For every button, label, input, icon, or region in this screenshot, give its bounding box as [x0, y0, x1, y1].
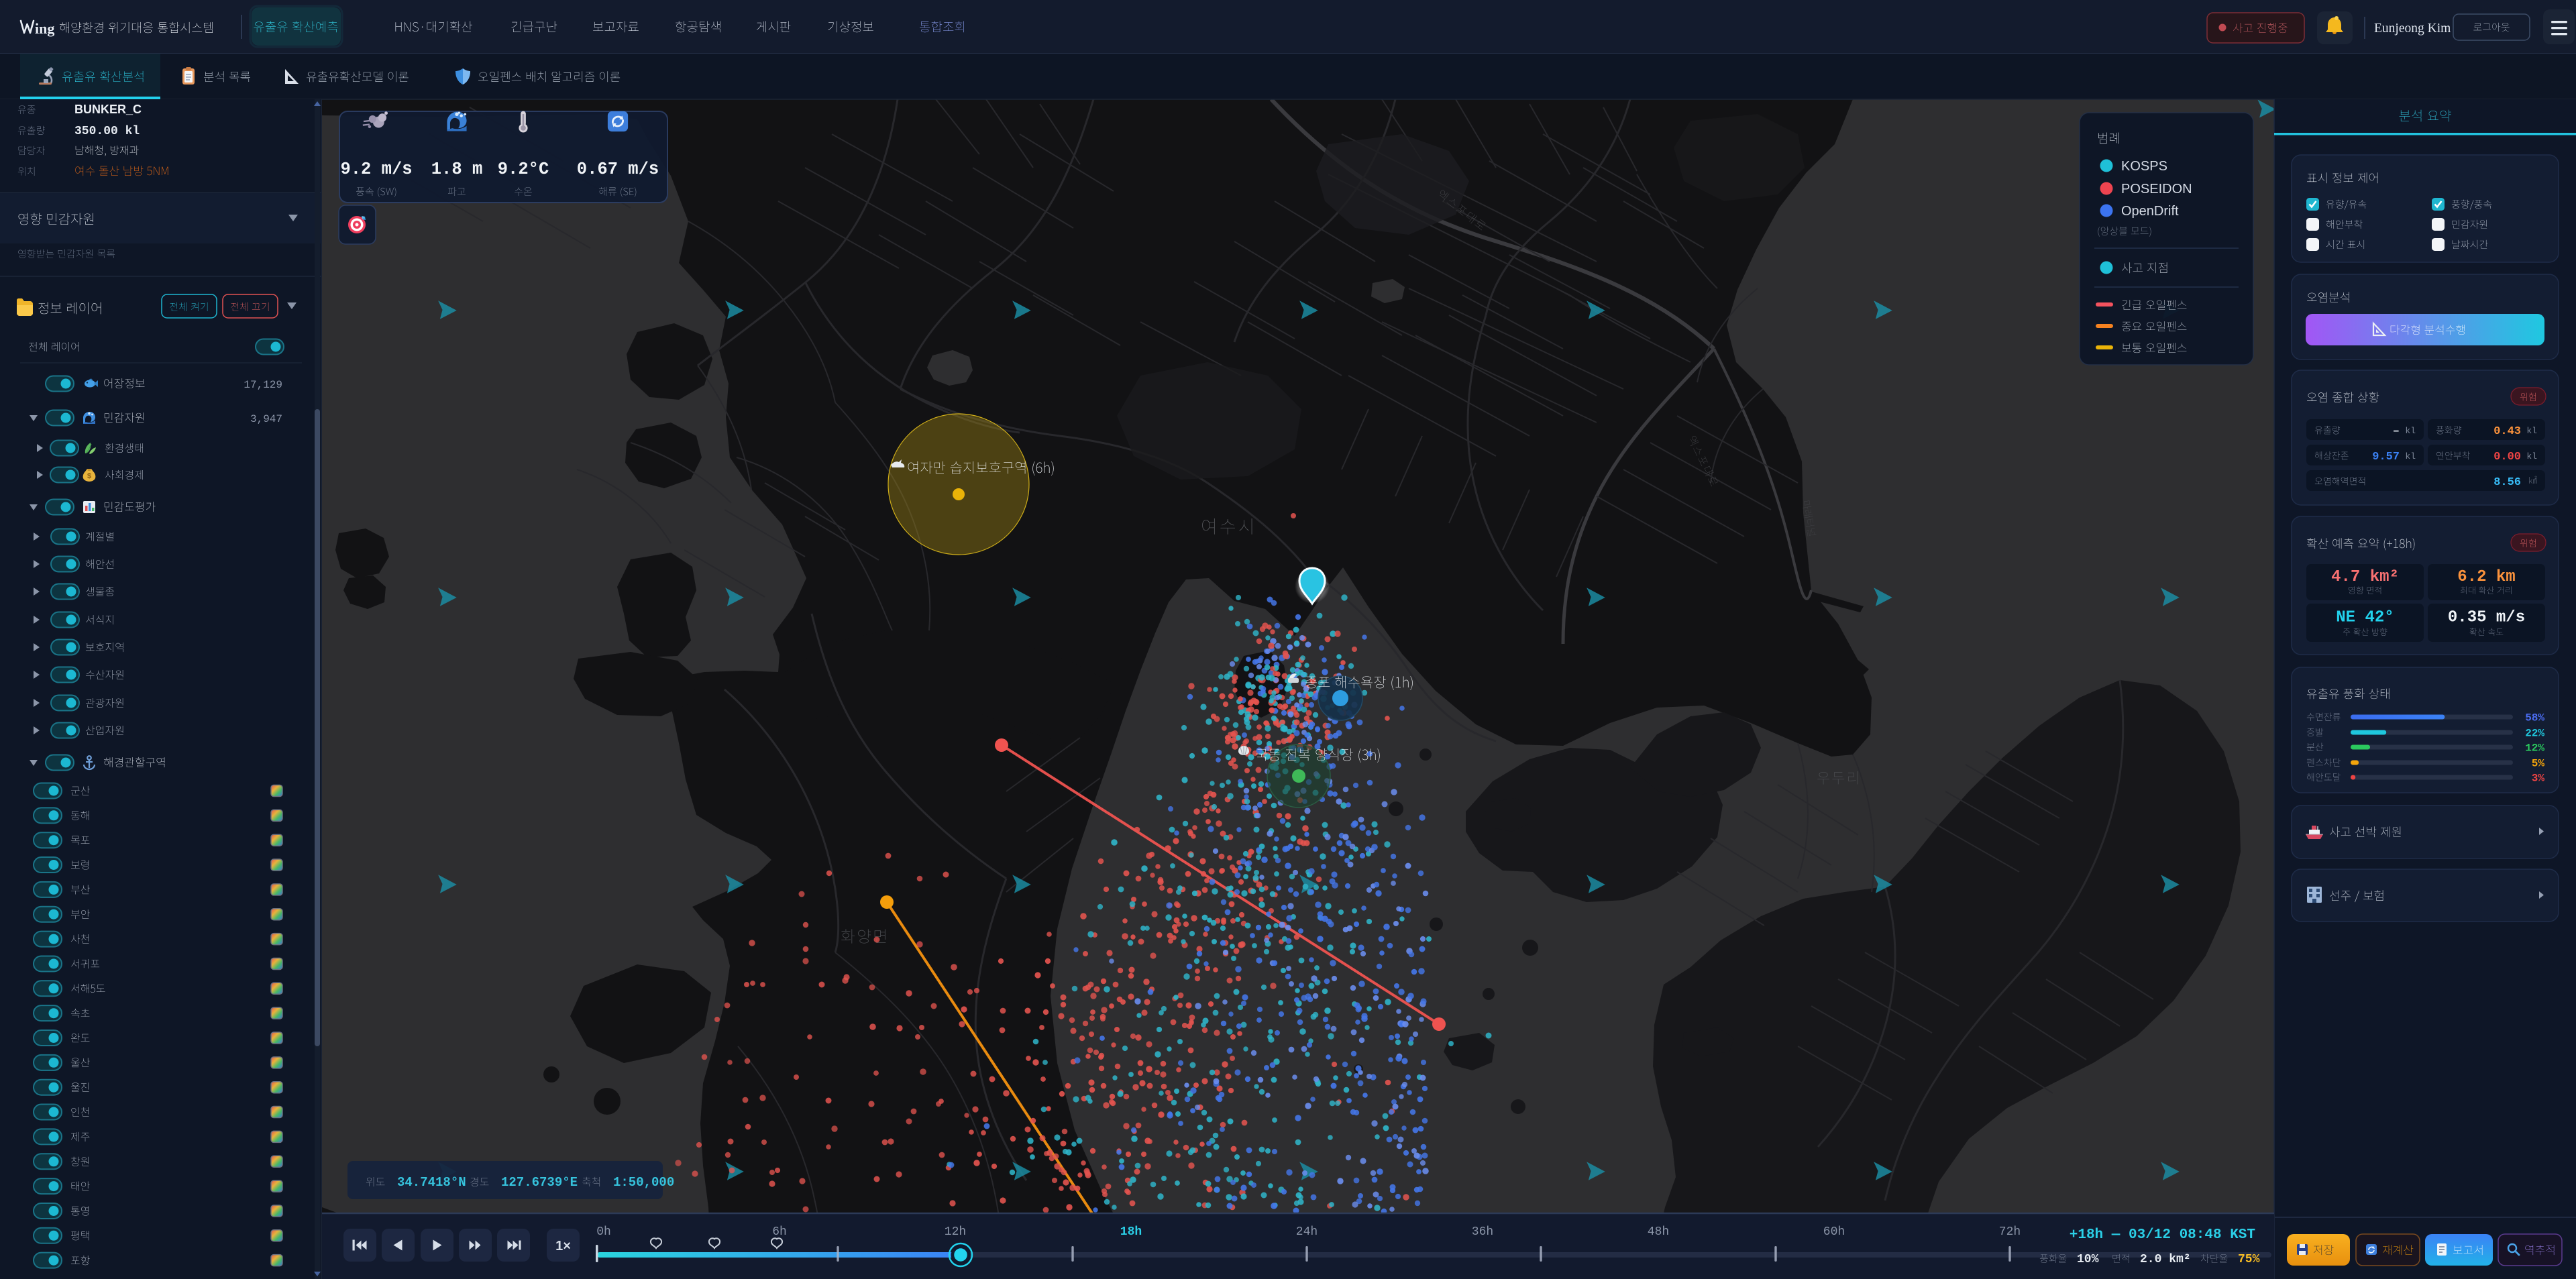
svg-text:6.2 km: 6.2 km — [2457, 568, 2515, 586]
svg-text:OpenDrift: OpenDrift — [2121, 204, 2179, 219]
svg-text:BUNKER_C: BUNKER_C — [74, 103, 142, 116]
svg-text:127.6739°E: 127.6739°E — [501, 1175, 578, 1190]
svg-text:0.67 m/s: 0.67 m/s — [577, 160, 659, 179]
svg-text:12h: 12h — [945, 1225, 966, 1239]
svg-text:$: $ — [87, 472, 91, 480]
svg-text:3%: 3% — [2532, 773, 2545, 785]
svg-text:17,129: 17,129 — [244, 379, 282, 391]
svg-text:kl: kl — [2405, 451, 2416, 461]
svg-text:5%: 5% — [2532, 758, 2545, 770]
svg-text:+18h — 03/12 08:48 KST: +18h — 03/12 08:48 KST — [2070, 1227, 2255, 1243]
svg-text:350.00 kl: 350.00 kl — [74, 125, 140, 138]
svg-text:KOSPS: KOSPS — [2121, 159, 2167, 174]
svg-text:1:50,000: 1:50,000 — [613, 1175, 674, 1190]
svg-text:12%: 12% — [2525, 742, 2544, 755]
svg-text:3,947: 3,947 — [250, 413, 282, 425]
svg-text:48h: 48h — [1648, 1225, 1669, 1239]
svg-text:kl: kl — [2405, 426, 2416, 436]
svg-text:58%: 58% — [2525, 712, 2544, 724]
svg-text:kl: kl — [2526, 426, 2537, 436]
svg-text:18h: 18h — [1120, 1225, 1142, 1239]
svg-text:1.8 m: 1.8 m — [431, 160, 483, 179]
svg-text:22%: 22% — [2525, 728, 2544, 740]
svg-text:0h: 0h — [596, 1225, 611, 1239]
svg-text:POSEIDON: POSEIDON — [2121, 182, 2192, 197]
svg-text:36h: 36h — [1472, 1225, 1493, 1239]
svg-text:ing: ing — [35, 20, 54, 37]
svg-text:–: – — [2393, 425, 2400, 438]
svg-text:34.7418°N: 34.7418°N — [397, 1175, 466, 1190]
svg-text:kl: kl — [2526, 451, 2537, 461]
svg-text:72h: 72h — [1999, 1225, 2021, 1239]
svg-text:9.2 m/s: 9.2 m/s — [340, 160, 412, 179]
svg-text:10%: 10% — [2077, 1253, 2099, 1266]
svg-text:6h: 6h — [772, 1225, 787, 1239]
svg-text:2.0 km²: 2.0 km² — [2140, 1253, 2191, 1266]
svg-text:8.56: 8.56 — [2493, 476, 2521, 489]
svg-text:0.00: 0.00 — [2493, 451, 2521, 463]
svg-text:0.35 m/s: 0.35 m/s — [2448, 609, 2525, 627]
svg-text:24h: 24h — [1296, 1225, 1318, 1239]
svg-text:4.7 km²: 4.7 km² — [2331, 568, 2399, 586]
svg-text:9.57: 9.57 — [2372, 451, 2400, 463]
svg-text:NE 42°: NE 42° — [2336, 609, 2394, 627]
svg-text:0.43: 0.43 — [2493, 425, 2521, 438]
svg-text:60h: 60h — [1823, 1225, 1845, 1239]
svg-text:9.2°C: 9.2°C — [498, 160, 549, 179]
svg-text:75%: 75% — [2238, 1253, 2260, 1266]
svg-text:Eunjeong Kim: Eunjeong Kim — [2374, 21, 2451, 36]
svg-text:1×: 1× — [555, 1239, 571, 1254]
